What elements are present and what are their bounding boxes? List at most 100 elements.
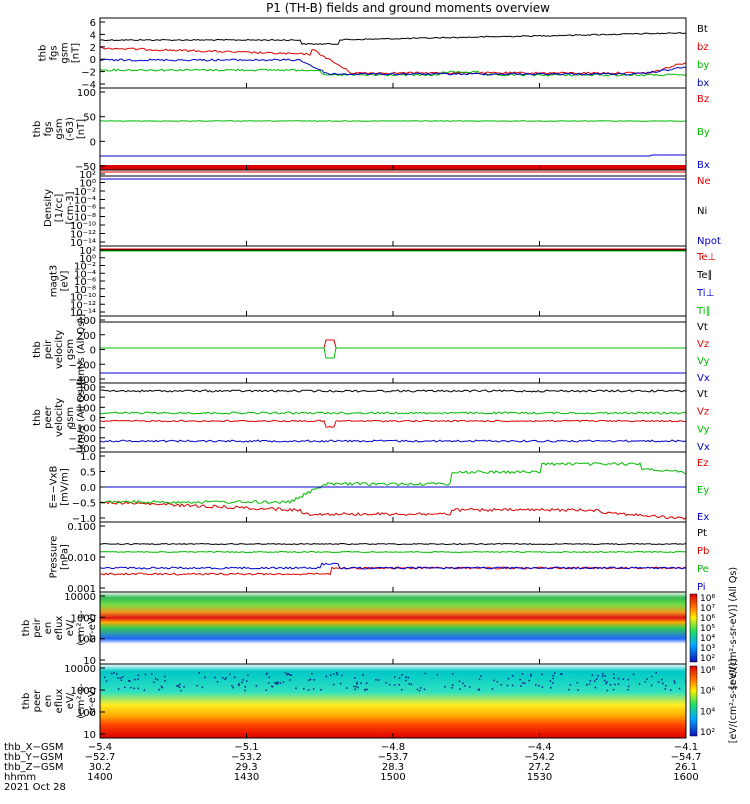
panel-1-ylabel-line: gsm — [54, 118, 65, 139]
panel-9-speckle — [137, 687, 140, 690]
panel-9-speckle — [295, 687, 297, 690]
panel-3-ylabel-line: magt3 — [49, 265, 60, 298]
panel-9-speckle — [144, 673, 147, 676]
panel-5-ylabel-line: gsm — [65, 407, 76, 428]
panel-9-speckle — [110, 672, 113, 675]
panel-9-speckle — [117, 688, 120, 690]
panel-4: thb peir velocity gsm [km/s (All Qs)] Vt Vz Vy V… — [32, 314, 710, 386]
panel-9-speckle — [313, 679, 315, 681]
panel-9-speckle — [375, 678, 377, 681]
panel-9-speckle — [309, 678, 312, 681]
panel-9-speckle — [530, 673, 532, 676]
panel-9-speckle — [275, 682, 277, 685]
panel-9-speckle — [137, 678, 139, 680]
panel-9-speckle — [241, 681, 243, 684]
panel-9-speckle — [353, 685, 355, 688]
panel-9-speckle — [214, 676, 216, 679]
panel-9-speckle — [127, 680, 130, 682]
panel-2-ytick: 10⁻⁸ — [74, 213, 96, 224]
panel-9-speckle — [196, 684, 198, 687]
panel-9-speckle — [577, 689, 579, 691]
panel-9-speckle — [552, 682, 554, 684]
panel-0-ytick: −2 — [81, 68, 96, 79]
panel-0-ytick: 2 — [90, 43, 96, 54]
panel-7-pt-trace — [99, 542, 687, 546]
panel-5-ytick: −100 — [69, 424, 96, 435]
panel-8-ytick: 1000 — [71, 613, 96, 624]
panel-9-speckle — [137, 674, 140, 677]
xaxis-row-value: −5.1 — [234, 742, 258, 753]
panel-5-ytick: −200 — [69, 434, 96, 445]
panel-9-speckle — [270, 685, 273, 688]
panel-9-speckle — [116, 673, 118, 675]
panel-9-speckle — [357, 686, 359, 689]
panel-8-spectrogram — [100, 592, 686, 664]
panel-2-ytick: 10⁻⁶ — [74, 204, 96, 215]
panel-5-ytick: 200 — [77, 393, 96, 404]
panel-4-ytick: 200 — [77, 331, 96, 342]
xaxis-row-value: 27.2 — [528, 762, 550, 773]
xaxis-row-value: −53.2 — [231, 752, 262, 763]
xaxis-row-value: 29.3 — [235, 762, 257, 773]
panel-9-speckle — [478, 678, 481, 680]
panel-1-ylabel-line: fgs — [43, 121, 54, 136]
panel-7-pe-trace — [99, 550, 687, 554]
panel-1-ytick: 0 — [90, 137, 96, 148]
panel-9-speckle — [336, 673, 339, 676]
panel-0-ytick: 0 — [90, 55, 96, 66]
panel-3-ytick: 10⁻⁸ — [74, 285, 96, 296]
panel-9-speckle — [646, 678, 648, 680]
panel-1: thb fgs gsm (-63) [nT] Bz By Bx 100 50 0 −50 — [32, 87, 710, 173]
panel-3-ytick: 10⁻² — [74, 262, 96, 273]
panel-1-ylabel-line: (-63) — [65, 117, 76, 141]
panel-3-frame — [99, 245, 687, 317]
panel-9-speckle — [451, 684, 454, 686]
panel-9-speckle — [120, 679, 123, 681]
panel-9-speckle — [363, 689, 366, 691]
panel-9-speckle — [356, 681, 358, 684]
panel-9-ylabel-line: sr-eV) — [87, 686, 98, 715]
panel-9-colorbar-scale — [689, 665, 698, 737]
panel-9-speckle — [284, 672, 287, 674]
panel-9-colorbar: 10⁸ 10⁶ 10⁴ 10² [eV/(cm²-s-sr-eV)] — [689, 659, 739, 743]
panel-8-colorbar-tick: 10⁴ — [700, 634, 715, 644]
panel-3: magt3 [eV]Te⊥Te∥Ti⊥Ti∥10²10⁰10⁻²10⁻⁴10⁻⁶1… — [49, 245, 716, 319]
panel-9-speckle — [673, 680, 676, 682]
panel-7-ylabel: Pressure [nPa] — [49, 536, 71, 579]
panel-9-speckle — [113, 672, 115, 674]
panel-8-ylabel-line: eflux — [54, 616, 65, 641]
panel-0-bt-trace — [99, 31, 687, 46]
panel-0-ylabel-line: thb — [38, 45, 49, 62]
panel-9-ylabel-line: thb — [21, 693, 32, 710]
panel-3-ytick: 10² — [79, 246, 96, 257]
panel-4-ylabel-line: velocity — [54, 330, 65, 369]
panel-9-speckle — [238, 683, 240, 685]
panel-7-pb-trace — [99, 566, 687, 576]
panel-8-colorbar-tick: 10⁵ — [700, 624, 715, 634]
panel-9-speckle — [477, 688, 480, 691]
panel-0-legend-bx: bx — [697, 78, 709, 89]
panel-2-ytick: 10² — [79, 170, 96, 181]
panel-7-legend-pb: Pb — [697, 546, 709, 557]
panel-3-ytick: 10⁻¹² — [70, 300, 96, 311]
panel-9-speckle — [549, 680, 552, 682]
panel-9-speckle — [204, 676, 206, 679]
panel-9-speckle — [541, 686, 544, 689]
panel-9-speckle — [176, 685, 178, 687]
panel-9-speckle — [232, 686, 235, 689]
panel-9-speckle — [601, 675, 604, 677]
panel-9-speckle — [332, 683, 335, 686]
panel-9-speckle — [523, 682, 526, 685]
panel-9-speckle — [160, 685, 163, 688]
panel-9-speckle — [424, 672, 427, 675]
panel-6-ey-trace — [99, 461, 687, 505]
panel-9-speckle — [419, 687, 422, 689]
panel-9-speckle — [103, 676, 106, 679]
panel-5-legend-vz: Vz — [697, 407, 709, 418]
panel-2-ytick: 10⁰ — [79, 179, 96, 190]
panel-9-speckle — [491, 688, 494, 690]
xaxis-row-label: thb_Y−GSM — [4, 752, 63, 763]
panel-9-speckle — [364, 688, 367, 691]
panel-9-speckle — [669, 689, 672, 691]
panel-9-speckle — [216, 681, 219, 683]
